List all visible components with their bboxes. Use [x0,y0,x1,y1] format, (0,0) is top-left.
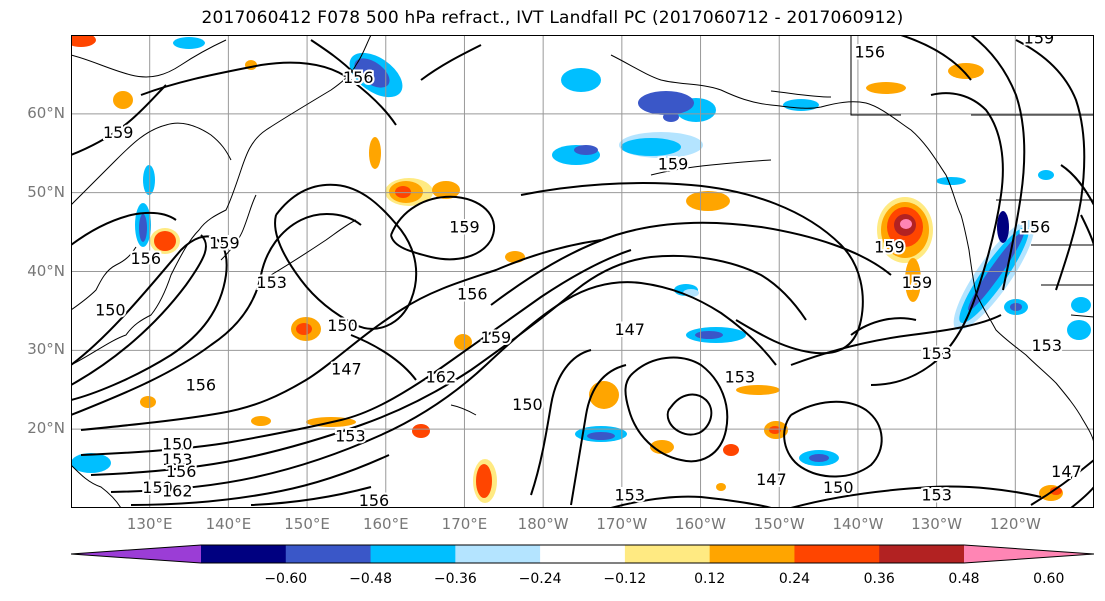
contour-label: 147 [331,360,362,379]
colorbar-segment [370,545,456,563]
colorbar-tick-label: −0.24 [518,571,562,587]
contour-label: 162 [162,482,193,501]
contour-label: 153 [921,486,952,505]
colorbar-tick-label: −0.48 [349,571,392,587]
colorbar-extend-low [71,545,201,563]
longitude-label: 150°E [284,515,330,533]
contour-label: 150 [823,478,854,497]
colorbar-tick-label: −0.60 [264,571,308,587]
colorbar-segment [201,545,287,563]
colorbar-extend-high [964,545,1094,563]
colorbar-segment [879,545,965,563]
longitude-label: 140°E [205,515,252,533]
longitude-label: 180°W [517,515,569,533]
contour-label: 147 [756,470,787,489]
latitude-label: 50°N [27,182,65,201]
refractivity-contours [71,35,1094,508]
map-title: 2017060412 F078 500 hPa refract., IVT La… [201,8,904,28]
map-frame [71,35,1094,508]
colorbar-tick-label: 0.48 [948,571,980,587]
contour-label: 147 [1051,462,1082,481]
colorbar-segment [624,545,711,563]
colorbar-segment [540,545,626,563]
longitude-label: 160°E [362,515,409,533]
contour-label: 150 [162,434,193,453]
contour-label: 153 [614,486,645,505]
longitude-label: 160°W [675,515,727,533]
contour-label: 150 [95,300,126,319]
latitude-label: 30°N [27,340,65,359]
contour-label: 153 [162,450,193,469]
colorbar-segment [285,545,372,563]
colorbar-tick-label: −0.12 [603,571,647,587]
colorbar-tick-label: 0.12 [694,571,726,587]
contour-label: 156 [343,68,374,87]
contour-label: 156 [130,249,161,268]
colorbar-tick-label: −0.36 [433,571,477,587]
colorbar-tick-label: 0.36 [863,571,895,587]
coastlines [71,35,1094,508]
longitude-label: 140°W [832,515,884,533]
latitude-label: 20°N [27,419,65,438]
contour-label: 159 [874,237,905,256]
contour-label: 159 [902,273,933,292]
contour-label: 147 [614,320,645,339]
longitude-label: 170°E [441,515,488,533]
contour-label: 159 [209,233,240,252]
contour-label: 150 [327,316,358,335]
contour-label: 156 [1020,218,1051,237]
contour-label: 159 [481,328,512,347]
contour-label: 150 [512,395,543,414]
contour-label: 159 [658,155,689,174]
colorbar-segment [794,545,880,563]
longitude-label: 170°W [596,515,648,533]
contour-label: 153 [725,367,756,386]
longitude-label: 130°E [126,515,173,533]
colorbar-outline [71,544,1094,564]
contour-label: 162 [426,367,457,386]
contour-label: 159 [142,478,173,497]
contour-label: 156 [457,285,488,304]
contour-label: 156 [854,43,885,62]
longitude-label: 120°W [989,515,1041,533]
colorbar [71,544,1094,564]
latitude-label: 60°N [27,103,65,122]
refractivity-anomaly-fills [71,35,1091,503]
contour-label: 153 [335,427,366,446]
contour-label: 153 [256,273,287,292]
colorbar-tick-label: 0.24 [778,571,811,587]
latitude-label: 40°N [27,261,65,280]
colorbar-segment [455,545,541,563]
contour-label: 156 [186,375,217,394]
longitude-label: 130°W [911,515,963,533]
contour-label: 159 [103,123,134,142]
lat-lon-gridlines [71,35,1094,508]
colorbar-tick-label: 0.60 [1033,571,1065,587]
contour-label: 156 [166,462,197,481]
longitude-label: 150°W [753,515,805,533]
contour-label: 159 [1024,35,1055,47]
colorbar-segment [709,545,795,563]
contour-label: 156 [359,491,390,508]
contour-label: 153 [1032,336,1063,355]
contour-label: 159 [449,218,480,237]
contour-label: 153 [921,344,952,363]
